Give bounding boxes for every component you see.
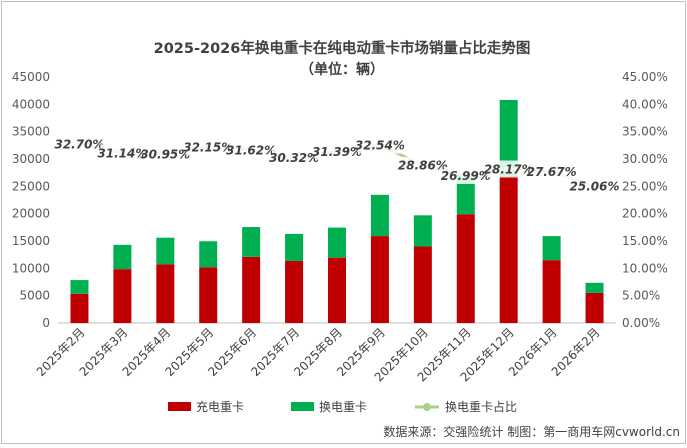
ratio-label-box: [100, 144, 145, 162]
y-tick-label: 45000: [12, 70, 50, 84]
ratio-label-box: [357, 136, 402, 154]
chart-subtitle: （单位：辆）: [300, 61, 384, 78]
bar-charging: [199, 267, 218, 323]
legend-label: 充电重卡: [196, 399, 244, 414]
ratio-label-box: [315, 142, 359, 160]
bar-swapping: [328, 227, 346, 258]
ratio-label-box: [486, 160, 531, 178]
bar-swapping: [285, 233, 304, 261]
source-note: 数据来源：交强险统计 制图：第一商用车网cvworld.cn: [383, 424, 680, 439]
ratio-label-box: [143, 145, 188, 163]
y2-tick-label: 40.00%: [622, 97, 668, 111]
bar-swapping: [585, 282, 604, 293]
y-tick-label: 25000: [12, 179, 50, 193]
y-tick-label: 40000: [12, 97, 50, 111]
ratio-label-box: [272, 148, 317, 166]
ratio-label-box: [400, 156, 445, 174]
ratio-label-box: [529, 163, 574, 181]
y2-tick-label: 30.00%: [622, 152, 668, 166]
bar-charging: [499, 176, 518, 323]
bar-charging: [242, 256, 261, 323]
y2-tick-label: 20.00%: [622, 207, 668, 221]
ratio-data-label: 28.86%: [398, 159, 448, 173]
bar-charging: [370, 236, 389, 323]
bar-swapping: [499, 99, 518, 177]
bar-charging: [456, 214, 475, 323]
bar-swapping: [413, 215, 432, 247]
ratio-data-label: 30.32%: [269, 151, 319, 165]
y2-tick-label: 0.00%: [622, 316, 660, 330]
y-tick-label: 30000: [12, 152, 50, 166]
plot-area: 0 5000 10000 15000 20000 25000 30000 35000 40000…: [12, 70, 668, 384]
bar-charging: [113, 269, 132, 323]
ratio-data-label: 31.14%: [97, 146, 147, 160]
chart-title: 2025-2026年换电重卡在纯电动重卡市场销量占比走势图: [154, 39, 531, 57]
y-tick-label: 20000: [12, 207, 50, 221]
legend-label: 换电重卡: [319, 400, 367, 414]
y2-tick-label: 45.00%: [622, 70, 668, 84]
ratio-label-box: [572, 177, 617, 195]
bar-swapping: [199, 241, 218, 268]
legend: 充电重卡 换电重卡 换电重卡占比: [168, 399, 517, 414]
ratio-data-label: 32.70%: [54, 138, 104, 152]
legend-swatch: [291, 402, 314, 411]
ratio-label-box: [186, 138, 231, 156]
y-tick-label: 5000: [19, 289, 50, 303]
bar-swapping: [242, 227, 261, 257]
ratio-label-box: [229, 141, 274, 159]
bar-charging: [328, 257, 346, 323]
bar-charging: [585, 292, 604, 323]
ratio-data-label: 31.39%: [312, 145, 362, 159]
ratio-data-label: 27.67%: [527, 165, 577, 179]
bar-charging: [542, 260, 561, 323]
bar-swapping: [370, 194, 389, 237]
ratio-data-label: 31.62%: [226, 144, 276, 158]
y2-tick-label: 10.00%: [622, 261, 668, 275]
y-tick-label: 35000: [12, 125, 50, 139]
bar-charging: [413, 246, 432, 323]
y-tick-label: 10000: [12, 261, 50, 275]
chart-canvas: 2025-2026年换电重卡在纯电动重卡市场销量占比走势图 （单位：辆） 0 50…: [12, 39, 680, 439]
bar-charging: [285, 260, 304, 323]
ratio-data-label: 26.99%: [441, 169, 491, 183]
bar-swapping: [113, 244, 132, 270]
bar-charging: [156, 264, 175, 323]
y-tick-label: 15000: [12, 234, 50, 248]
ratio-data-label: 30.95%: [140, 147, 190, 161]
bar-swapping: [456, 174, 475, 215]
legend-label: 换电重卡占比: [445, 399, 517, 414]
y-tick-label: 0: [42, 316, 50, 330]
legend-swatch: [168, 402, 191, 411]
bar-swapping: [156, 237, 175, 265]
ratio-data-label: 28.17%: [484, 163, 534, 177]
bar-charging: [70, 293, 89, 323]
y2-tick-label: 5.00%: [622, 289, 660, 303]
ratio-data-label: 32.15%: [183, 141, 233, 155]
bar-swapping: [542, 236, 561, 261]
y2-tick-label: 35.00%: [622, 125, 668, 139]
ratio-data-label: 32.54%: [355, 139, 405, 153]
y2-tick-label: 25.00%: [622, 179, 668, 193]
ratio-label-box: [443, 166, 488, 184]
ratio-data-label: 25.06%: [570, 180, 620, 194]
y2-tick-label: 15.00%: [622, 234, 668, 248]
ratio-label-box: [57, 135, 102, 153]
bar-swapping: [70, 280, 89, 294]
legend-marker: [423, 403, 431, 411]
